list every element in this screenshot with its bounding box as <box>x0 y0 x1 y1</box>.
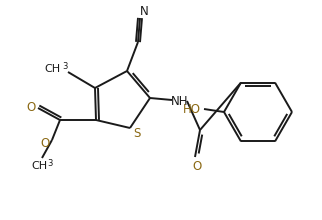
Text: N: N <box>140 4 148 18</box>
Text: 3: 3 <box>47 159 52 168</box>
Text: CH: CH <box>31 161 47 171</box>
Text: O: O <box>26 101 36 114</box>
Text: HO: HO <box>183 103 201 116</box>
Text: 3: 3 <box>62 62 67 71</box>
Text: O: O <box>40 136 50 150</box>
Text: NH: NH <box>171 95 189 108</box>
Text: S: S <box>133 126 141 139</box>
Text: O: O <box>192 160 202 172</box>
Text: CH: CH <box>45 64 61 74</box>
